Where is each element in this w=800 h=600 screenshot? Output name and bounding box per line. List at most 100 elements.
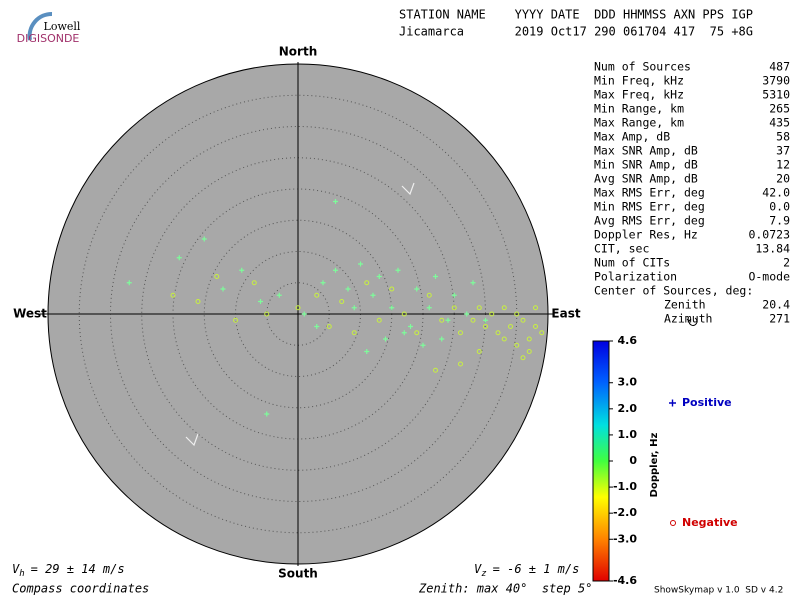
point xyxy=(258,299,263,304)
legend: Positive Negative xyxy=(669,396,738,529)
stat-label: Max Freq, kHz xyxy=(594,88,684,102)
stat-label: CIT, sec xyxy=(594,242,649,256)
legend-marker xyxy=(669,399,676,407)
point xyxy=(433,274,438,279)
point xyxy=(508,324,513,329)
point xyxy=(170,292,176,298)
point xyxy=(520,355,526,361)
point xyxy=(276,292,282,298)
point xyxy=(358,261,363,267)
stat-label: Azimuth xyxy=(664,312,712,326)
point xyxy=(251,280,257,286)
stat-value: 58 xyxy=(776,130,790,144)
point xyxy=(314,324,320,329)
stat-label: Avg SNR Amp, dB xyxy=(594,172,698,186)
stat-value: 20 xyxy=(776,172,790,186)
stat-value: O-mode xyxy=(748,270,790,284)
stat-label: Polarization xyxy=(594,270,677,284)
colorbar-tick-label: 1.0 xyxy=(618,428,638,441)
stat-label: Zenith xyxy=(664,298,706,312)
stat-label: Max Amp, dB xyxy=(594,130,670,144)
point xyxy=(195,299,201,304)
stat-label: Max SNR Amp, dB xyxy=(594,144,698,158)
point xyxy=(364,280,370,286)
stat-value: 37 xyxy=(776,144,790,158)
stat-label: Avg RMS Err, deg xyxy=(594,214,705,228)
point xyxy=(489,311,495,317)
point xyxy=(414,286,420,292)
stat-label: Num of CITs xyxy=(594,256,670,270)
point xyxy=(376,317,382,323)
colorbar xyxy=(592,340,610,582)
point xyxy=(501,336,507,342)
point xyxy=(439,317,445,323)
chevron xyxy=(185,433,199,447)
vh: Vh = 29 ± 14 m/s xyxy=(12,562,125,579)
point xyxy=(301,311,307,317)
stat-label: Min RMS Err, deg xyxy=(594,200,705,214)
point xyxy=(526,349,532,354)
point xyxy=(408,324,413,329)
version: ShowSkymap v 1.0 SD v 4.2 xyxy=(654,586,783,596)
point xyxy=(333,267,338,273)
colorbar-ticks: 4.6 3.0 2.0 1.0 0 -1.0 -2.0 -3.0 -4.6 xyxy=(609,334,637,587)
colorbar-tick-label: 4.6 xyxy=(618,334,638,347)
point xyxy=(176,255,182,261)
colorbar-tick-label: -3.0 xyxy=(613,532,637,545)
logo-top: Lowell xyxy=(44,20,81,33)
point xyxy=(514,342,520,348)
stat-value: 0.0723 xyxy=(748,228,790,242)
stat-label: Min Freq, kHz xyxy=(594,74,684,88)
point xyxy=(533,324,538,329)
stat-label: Max RMS Err, deg xyxy=(594,186,705,200)
colorbar-tick-label: -4.6 xyxy=(613,574,637,587)
point xyxy=(501,305,507,311)
point xyxy=(295,305,301,311)
point xyxy=(214,274,220,279)
point xyxy=(389,305,395,311)
point xyxy=(426,305,432,311)
stat-value: 3790 xyxy=(762,74,790,88)
point xyxy=(445,317,451,323)
point xyxy=(426,292,432,298)
point xyxy=(476,305,482,311)
point xyxy=(351,330,357,336)
point xyxy=(401,311,407,317)
vz: Vz = -6 ± 1 m/s xyxy=(474,562,579,579)
stat-value: 435 xyxy=(769,116,790,130)
stats-table: Num of Sources 487 Min Freq, kHz 3790 Max Fr… xyxy=(594,60,790,326)
legend-marker xyxy=(670,520,676,526)
point xyxy=(370,292,376,298)
colorbar-tick-label: -2.0 xyxy=(613,506,637,519)
direction-label: North xyxy=(279,45,317,59)
point xyxy=(433,367,438,373)
legend-label: Negative xyxy=(682,516,738,529)
header-line: Jicamarca 2019 Oct17 290 061704 417 75 +… xyxy=(399,25,753,39)
point xyxy=(389,286,395,292)
colorbar-tick-label: 0 xyxy=(629,454,637,467)
plot: North South West East xyxy=(13,45,581,581)
point xyxy=(539,330,545,336)
colorbar-tick-label: -1.0 xyxy=(613,480,637,493)
point xyxy=(420,342,426,348)
point xyxy=(201,236,207,242)
stat-value: 20.4 xyxy=(762,298,790,312)
stat-value: 7.9 xyxy=(769,214,790,228)
chevron xyxy=(401,182,415,196)
header-line: STATION NAME YYYY DATE DDD HHMMSS AXN PP… xyxy=(399,8,753,22)
point xyxy=(514,311,520,317)
stat-value: 5310 xyxy=(762,88,790,102)
point xyxy=(520,317,526,323)
stat-value: 13.84 xyxy=(755,242,790,256)
stat-value: 487 xyxy=(769,60,790,74)
coords-note: Compass coordinates xyxy=(12,582,149,596)
point xyxy=(470,280,476,286)
logo-bottom: DIGISONDE xyxy=(17,32,80,45)
stat-title: Center of Sources, deg: xyxy=(594,284,753,298)
point xyxy=(495,330,501,336)
point xyxy=(533,305,538,311)
point xyxy=(439,336,445,342)
stat-value: 0.0 xyxy=(769,200,790,214)
point xyxy=(451,305,457,311)
point xyxy=(126,280,132,286)
